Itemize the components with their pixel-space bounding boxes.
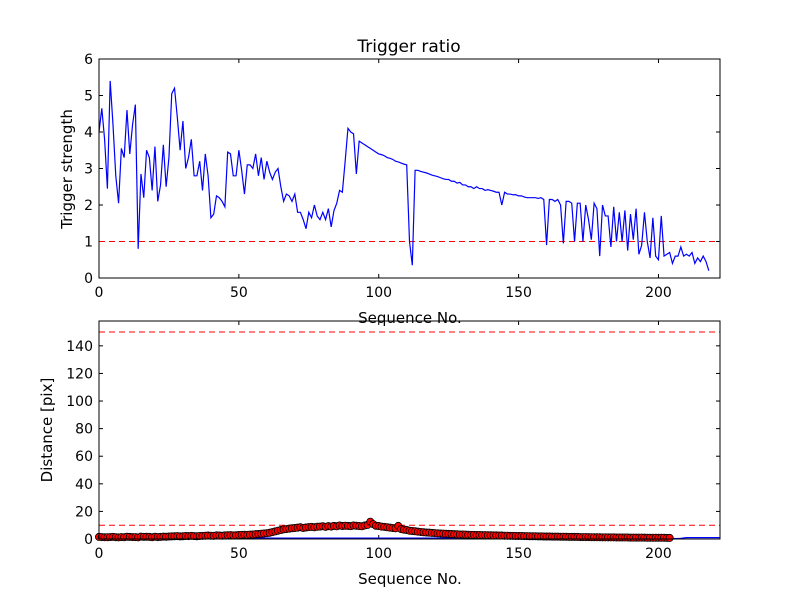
trigger-ratio-plot: Trigger ratio 0 50 100 150 200 0 1 2 3 4 5 6 Sequen… — [58, 37, 721, 327]
x-tick-label: 50 — [230, 285, 248, 301]
top-y-axis-label: Trigger strength — [58, 109, 76, 230]
x-tick-label: 150 — [505, 285, 532, 301]
y-tick-label: 40 — [75, 477, 93, 493]
trigger-strength-line — [98, 80, 710, 271]
y-tick-label: 0 — [84, 271, 93, 287]
bottom-x-axis-label: Sequence No. — [358, 570, 462, 588]
x-tick-label: 150 — [505, 546, 532, 562]
y-tick-label: 5 — [84, 89, 93, 105]
x-tick-label: 200 — [645, 546, 672, 562]
y-tick-label: 120 — [66, 366, 93, 382]
y-tick-label: 4 — [84, 125, 93, 141]
y-tick-label: 60 — [75, 449, 93, 465]
x-tick-label: 100 — [365, 285, 392, 301]
chart-title: Trigger ratio — [356, 37, 460, 57]
distance-point — [665, 533, 674, 542]
x-tick-label: 0 — [95, 546, 104, 562]
y-tick-label: 140 — [66, 339, 93, 355]
top-axis-ticks: 0 50 100 150 200 0 1 2 3 4 5 6 — [84, 52, 720, 301]
y-tick-label: 2 — [84, 198, 93, 214]
bottom-plot-frame — [98, 320, 721, 540]
y-tick-label: 20 — [75, 504, 93, 520]
top-plot-frame — [98, 58, 721, 279]
x-tick-label: 200 — [645, 285, 672, 301]
bottom-y-axis-label: Distance [pix] — [38, 378, 56, 483]
y-tick-label: 1 — [84, 235, 93, 251]
distance-plot: 0 50 100 150 200 0 20 40 60 80 100 120 140 Sequence … — [38, 320, 721, 588]
x-tick-label: 100 — [365, 546, 392, 562]
y-tick-label: 0 — [84, 532, 93, 548]
x-tick-label: 0 — [95, 285, 104, 301]
y-tick-label: 80 — [75, 422, 93, 438]
top-x-axis-label: Sequence No. — [358, 309, 462, 327]
y-tick-label: 3 — [84, 162, 93, 178]
x-tick-label: 50 — [230, 546, 248, 562]
y-tick-label: 6 — [84, 52, 93, 68]
y-tick-label: 100 — [66, 394, 93, 410]
bottom-axis-ticks: 0 50 100 150 200 0 20 40 60 80 100 120 140 — [66, 321, 720, 562]
